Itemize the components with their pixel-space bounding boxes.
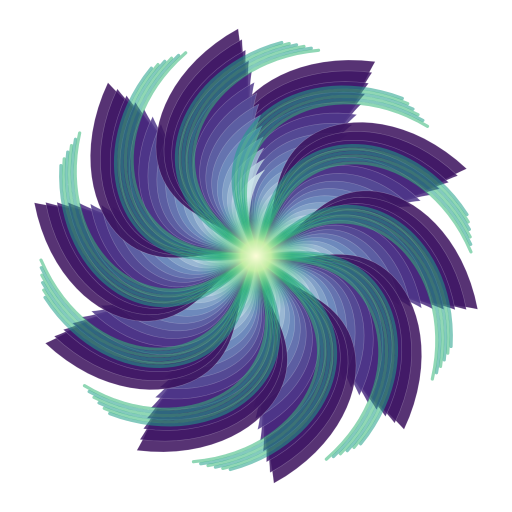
center-glow <box>194 194 318 318</box>
